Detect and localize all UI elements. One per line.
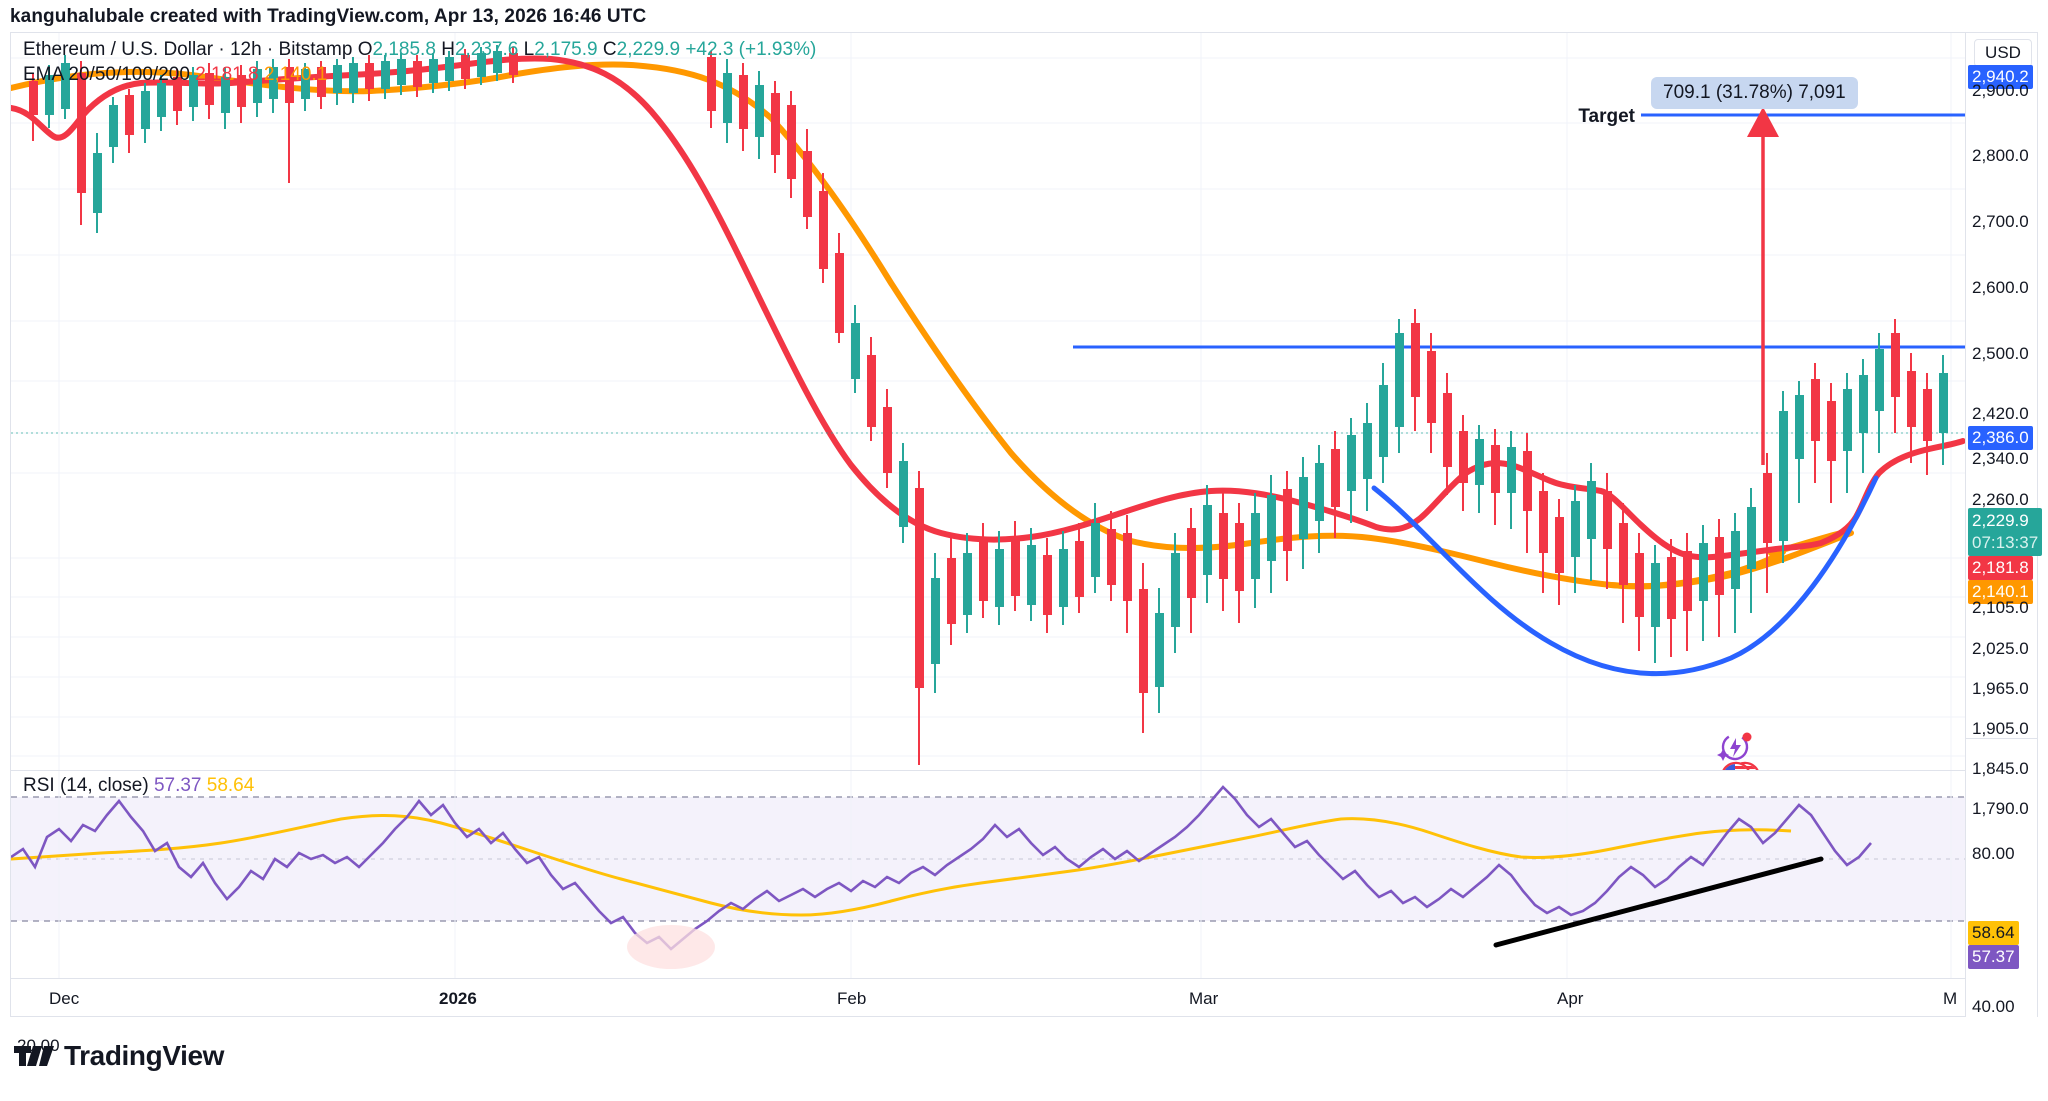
axis-tag-last-price-value: 2,229.9	[1972, 511, 2029, 530]
price-pane[interactable]: Ethereum / U.S. Dollar · 12h · Bitstamp …	[11, 33, 1966, 770]
axis-label-2260: 2,260.0	[1972, 490, 2029, 509]
axis-label-2420: 2,420.0	[1972, 404, 2029, 423]
tradingview-mark-icon	[14, 1046, 54, 1066]
rsi-oversold-highlight	[627, 925, 715, 969]
tradingview-wordmark: TradingView	[64, 1040, 225, 1071]
axis-label-2800: 2,800.0	[1972, 146, 2029, 165]
rsi-trendline-main[interactable]	[1493, 856, 1824, 948]
time-label-feb: Feb	[837, 989, 867, 1008]
cup-pattern-curve[interactable]	[1371, 475, 1879, 677]
legend-ema-title[interactable]: EMA 20/50/100/200	[23, 64, 190, 85]
legend-high-label: H	[441, 39, 455, 60]
attribution-text: kanguhalubale created with TradingView.c…	[10, 6, 647, 27]
legend-change: +42.3 (+1.93%)	[685, 39, 817, 60]
axis-label-1790: 1,790.0	[1972, 799, 2029, 818]
time-label-may: M	[1943, 989, 1958, 1008]
rsi-legend-ma-value: 58.64	[206, 775, 255, 796]
rsi-legend-value: 57.37	[153, 775, 202, 796]
rsi-pane-canvas	[11, 771, 1966, 978]
target-label[interactable]: Target	[1578, 106, 1635, 127]
price-axis[interactable]: USD 2,940.2 2,900.0 2,800.0 2,700.0 2,60…	[1965, 33, 2043, 1017]
axis-tag-ema-orange: 2,140.1	[1968, 580, 2033, 604]
ema-red-line	[11, 55, 1966, 561]
legend-symbol-row: Ethereum / U.S. Dollar · 12h · Bitstamp …	[23, 37, 816, 62]
legend-low-value: 2,175.9	[534, 39, 598, 60]
us-flag-badges-icon[interactable]	[1719, 760, 1765, 770]
measure-tooltip: 709.1 (31.78%) 7,091	[1651, 77, 1858, 109]
legend-symbol[interactable]: Ethereum / U.S. Dollar · 12h · Bitstamp	[23, 39, 353, 60]
price-pane-canvas	[11, 33, 1966, 770]
axis-label-1905: 1,905.0	[1972, 719, 2029, 738]
rsi-ma-line	[11, 814, 1792, 917]
axis-tag-resistance: 2,386.0	[1968, 426, 2033, 450]
legend-ema-value-orange: 2,140.1	[263, 64, 328, 85]
axis-tag-ema-red: 2,181.8	[1968, 556, 2033, 580]
axis-label-2600: 2,600.0	[1972, 278, 2029, 297]
price-gridlines	[11, 57, 1966, 757]
legend-ema-value-red: 2,181.8	[195, 64, 259, 85]
axis-label-2900: 2,900.0	[1972, 81, 2029, 100]
axis-label-2105: 2,105.0	[1972, 598, 2029, 617]
ai-spark-badge-icon[interactable]	[1716, 727, 1756, 767]
rsi-band-fill	[11, 797, 1966, 921]
axis-tag-last-price-timer: 07:13:37	[1972, 533, 2039, 552]
rsi-pane[interactable]: RSI (14, close) 57.37 58.64	[11, 771, 1966, 978]
axis-label-2700: 2,700.0	[1972, 212, 2029, 231]
axis-label-rsi-80: 80.00	[1972, 844, 2015, 863]
price-vertical-gridlines	[58, 33, 1952, 770]
tradingview-logo[interactable]: TradingView	[14, 1040, 224, 1072]
axis-label-rsi-40: 40.00	[1972, 997, 2015, 1016]
candlestick-series	[29, 45, 1948, 765]
chart-frame: Ethereum / U.S. Dollar · 12h · Bitstamp …	[10, 32, 2043, 1054]
time-label-apr: Apr	[1557, 989, 1584, 1008]
pane-separator	[11, 770, 1966, 771]
time-axis-separator	[11, 978, 2037, 979]
time-label-2026: 2026	[439, 989, 477, 1008]
rsi-line	[11, 785, 1872, 951]
time-label-mar: Mar	[1189, 989, 1219, 1008]
axis-label-2340: 2,340.0	[1972, 449, 2029, 468]
legend-open-value: 2,185.8	[372, 39, 436, 60]
rsi-legend-title[interactable]: RSI (14, close)	[23, 775, 149, 796]
axis-tag-rsi: 57.37	[1968, 945, 2019, 969]
rsi-legend[interactable]: RSI (14, close) 57.37 58.64	[23, 775, 254, 797]
legend-ema-row: EMA 20/50/100/200 2,181.8 2,140.1	[23, 62, 816, 87]
axis-label-1845: 1,845.0	[1972, 759, 2029, 778]
legend-close-label: C	[602, 39, 617, 60]
axis-pane-divider	[1966, 738, 2037, 739]
time-label-dec: Dec	[49, 989, 80, 1008]
legend-high-value: 2,237.6	[454, 39, 519, 60]
axis-label-2025: 2,025.0	[1972, 639, 2029, 658]
time-axis[interactable]: Dec 2026 Feb Mar Apr M	[11, 979, 1966, 1017]
axis-label-1965: 1,965.0	[1972, 679, 2029, 698]
chart-legend[interactable]: Ethereum / U.S. Dollar · 12h · Bitstamp …	[23, 37, 816, 87]
legend-close-value: 2,229.9	[616, 39, 681, 60]
axis-label-2500: 2,500.0	[1972, 344, 2029, 363]
currency-selector[interactable]: USD	[1974, 39, 2032, 67]
axis-tag-last-price[interactable]: 2,229.9 07:13:37	[1968, 508, 2043, 556]
legend-low-label: L	[523, 39, 535, 60]
axis-label-rsi-20: 20.00	[17, 1036, 60, 1055]
measure-arrow[interactable]	[1747, 107, 1779, 465]
legend-open-label: O	[357, 39, 373, 60]
axis-tag-rsi-ma: 58.64	[1968, 921, 2019, 945]
axis-tag-target: 2,940.2	[1968, 65, 2033, 89]
